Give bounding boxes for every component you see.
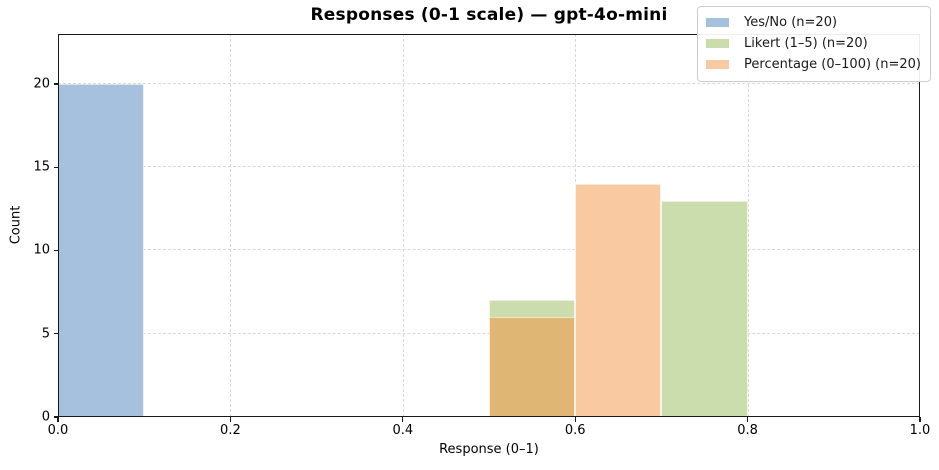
x-axis-label: Response (0–1)	[439, 442, 539, 457]
gridline-vertical	[747, 34, 749, 417]
histogram-bar	[489, 317, 576, 417]
x-tick-mark	[57, 417, 59, 422]
plot-area	[58, 34, 920, 417]
legend-entry: Percentage (0–100) (n=20)	[706, 54, 921, 75]
legend-swatch	[706, 39, 730, 48]
x-tick-label: 0.2	[220, 423, 241, 438]
x-tick-label: 1.0	[909, 423, 931, 438]
histogram-bar	[58, 83, 145, 417]
x-tick-mark	[229, 417, 231, 422]
chart-title: Responses (0-1 scale) — gpt-4o-mini	[310, 5, 668, 25]
legend-label: Likert (1–5) (n=20)	[744, 36, 868, 51]
gridline-horizontal	[58, 166, 920, 168]
x-tick-label: 0.6	[564, 423, 586, 438]
x-tick-mark	[402, 417, 404, 422]
legend-label: Yes/No (n=20)	[744, 15, 838, 30]
y-tick-mark	[53, 83, 58, 85]
x-tick-mark	[919, 417, 921, 422]
y-tick-label: 0	[41, 409, 50, 425]
histogram-bar	[661, 200, 748, 417]
histogram-bar	[575, 183, 662, 417]
legend-swatch	[706, 60, 730, 69]
gridline-vertical	[230, 34, 232, 417]
y-tick-mark	[53, 166, 58, 168]
y-tick-mark	[53, 333, 58, 335]
y-tick-mark	[53, 249, 58, 252]
legend-label: Percentage (0–100) (n=20)	[744, 57, 921, 72]
legend: Yes/No (n=20) Likert (1–5) (n=20) Percenta…	[697, 6, 931, 82]
y-tick-label: 20	[33, 76, 50, 92]
legend-entry: Likert (1–5) (n=20)	[706, 33, 921, 54]
y-tick-label: 15	[33, 159, 50, 175]
x-tick-mark	[574, 417, 576, 422]
gridline-horizontal	[58, 82, 920, 84]
x-tick-label: 0.0	[47, 423, 69, 438]
y-axis-label: Count	[8, 205, 24, 245]
y-tick-label: 10	[33, 242, 50, 258]
gridline-horizontal	[58, 249, 920, 251]
legend-entry: Yes/No (n=20)	[706, 12, 921, 33]
x-tick-mark	[747, 417, 749, 422]
y-tick-label: 5	[41, 326, 50, 342]
legend-swatch	[706, 18, 730, 27]
x-tick-label: 0.8	[737, 423, 758, 438]
x-tick-label: 0.4	[392, 423, 414, 438]
y-tick-mark	[53, 416, 58, 418]
gridline-vertical	[402, 34, 404, 417]
